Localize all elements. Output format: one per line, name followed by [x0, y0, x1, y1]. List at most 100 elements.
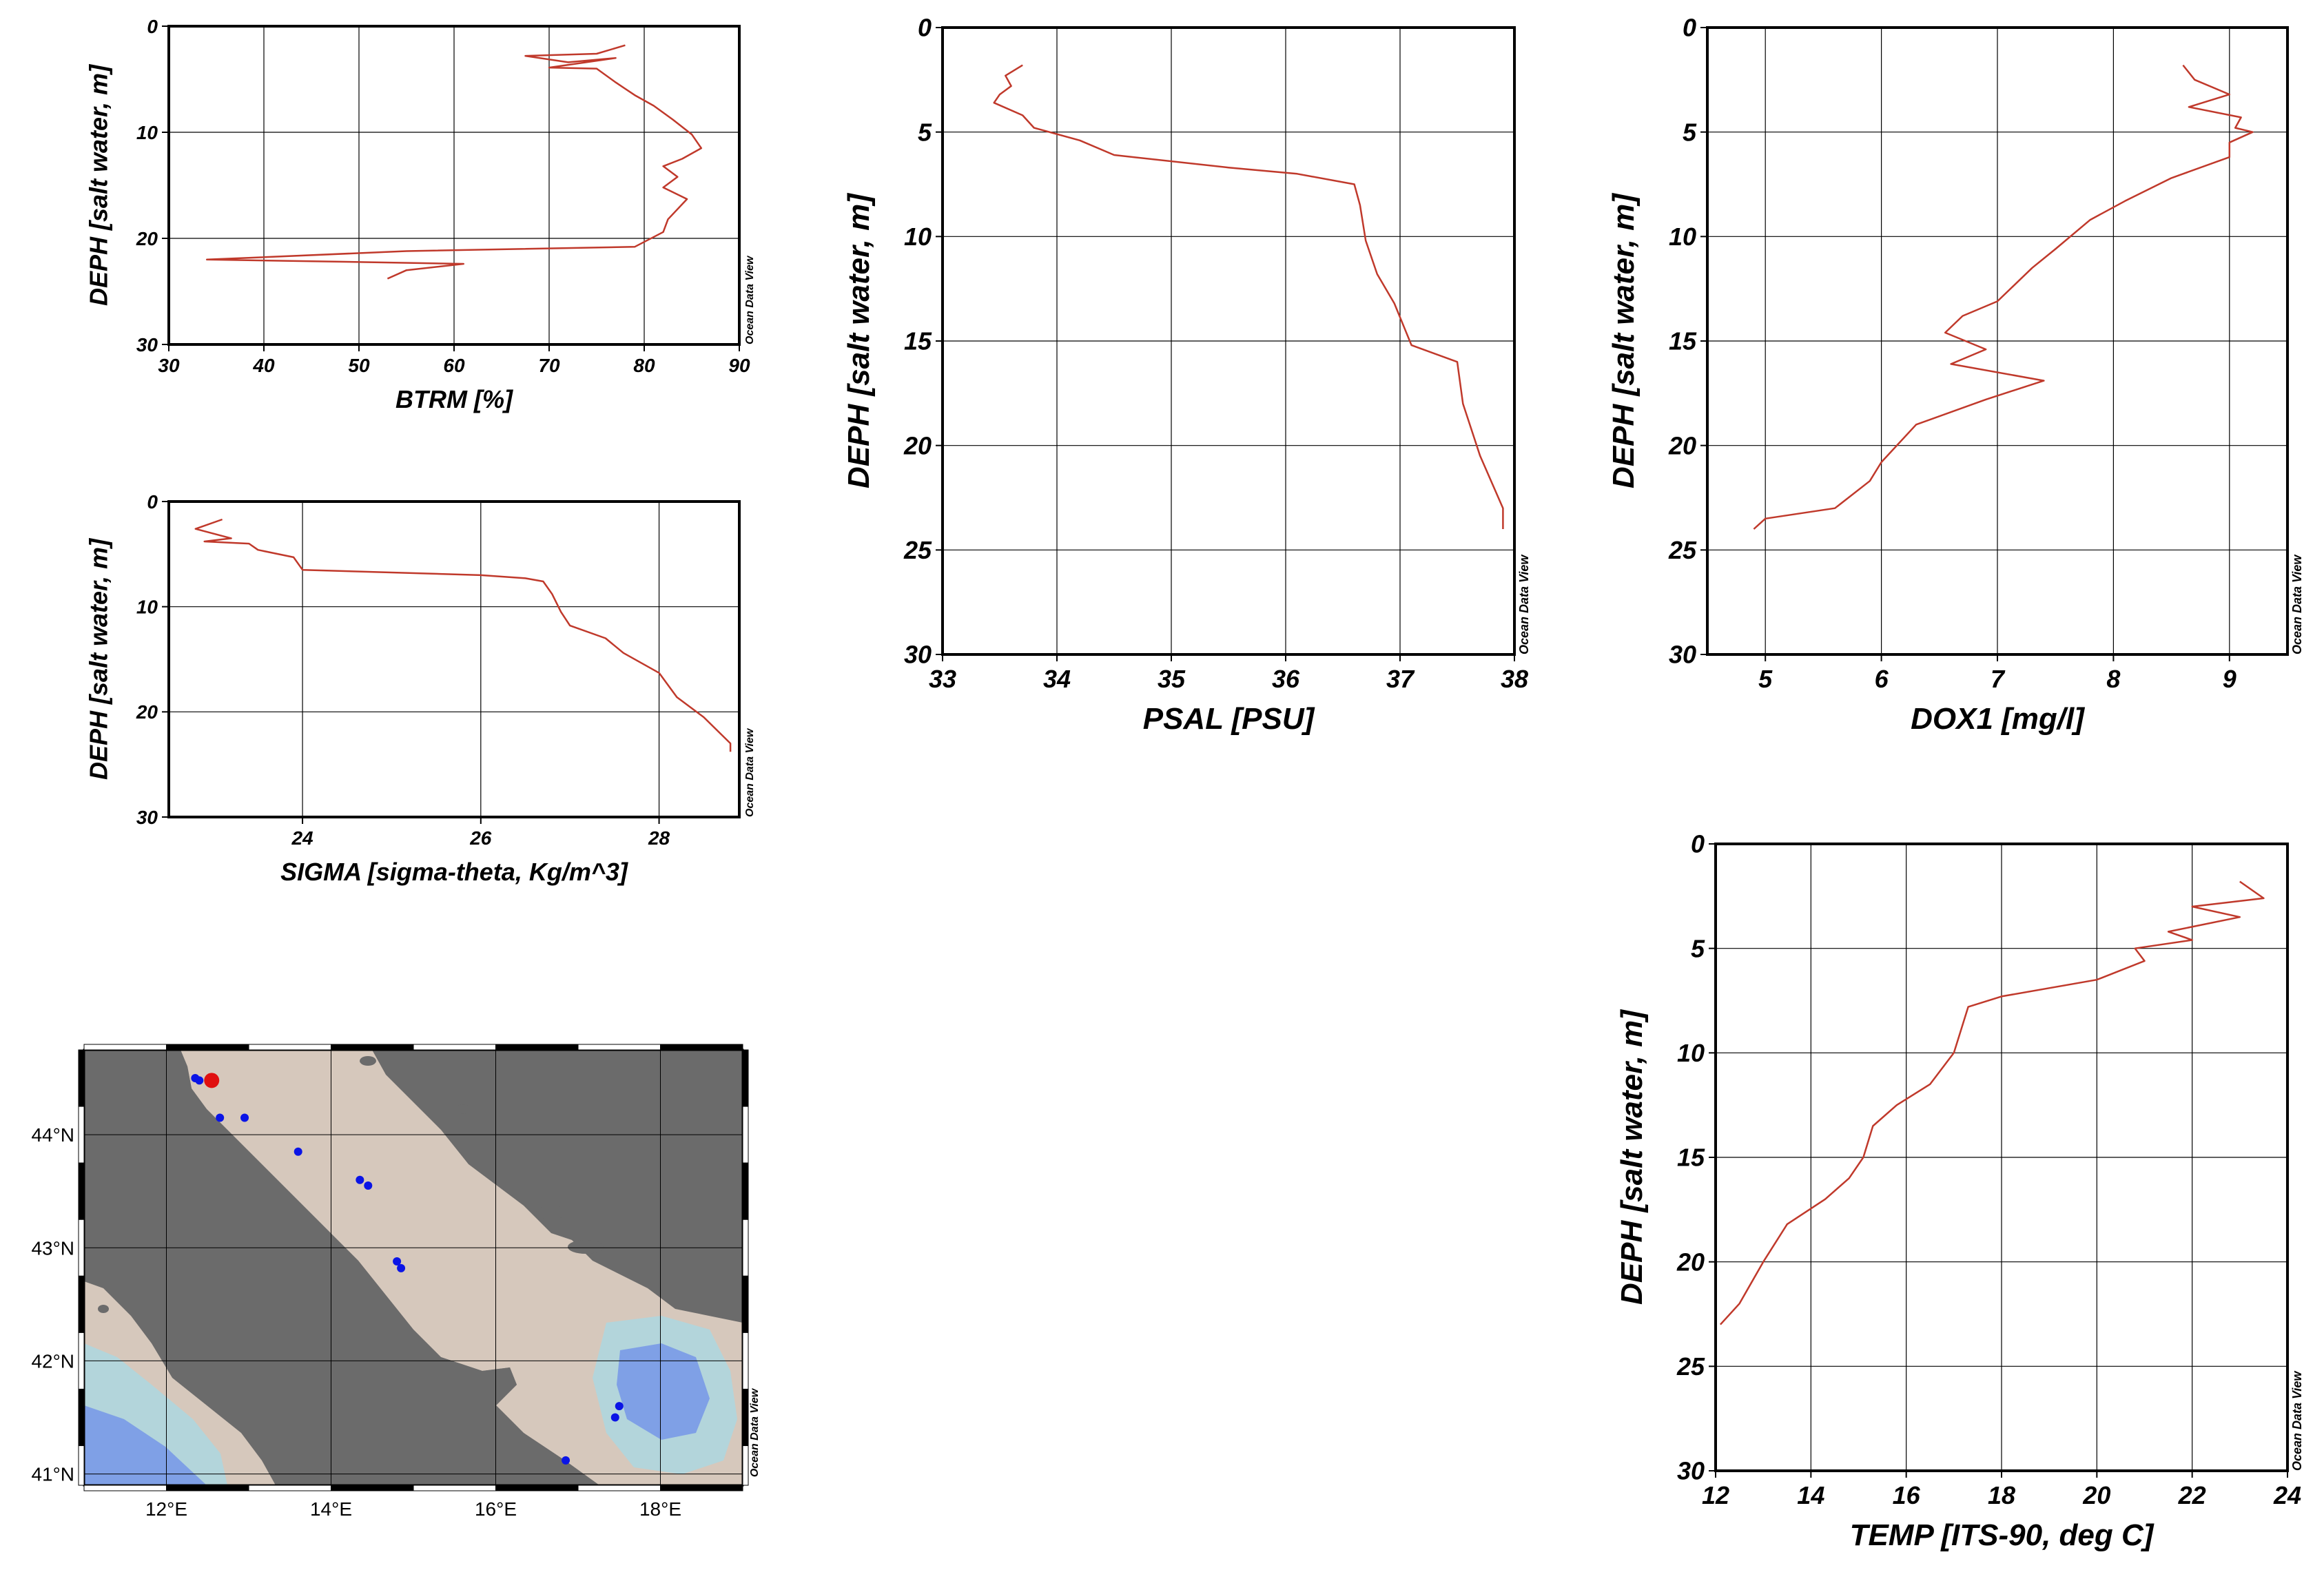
credit-map: Ocean Data View: [749, 1387, 761, 1477]
map-border-ticks: [78, 1044, 749, 1491]
tick-label-x: 38: [1501, 665, 1528, 693]
border-segment: [248, 1044, 331, 1051]
plot-frame: [1706, 26, 2289, 656]
border-segment: [78, 1388, 85, 1447]
tick-label-x: 37: [1386, 665, 1415, 693]
tick-label-x: 30: [158, 355, 180, 376]
tick-label-x: 40: [252, 355, 275, 376]
chart-psal: 33 34 35 36 37 38 0 5 10 15 20 25 30 PSAL [PSU] DEPH […: [842, 14, 1531, 736]
tick-label-y: 5: [1691, 934, 1705, 962]
x-axis-label: BTRM [%]: [395, 385, 513, 413]
tick-label-y: 15: [1677, 1144, 1705, 1172]
tick-label-y: 10: [1677, 1039, 1705, 1067]
tick-label-y: 30: [136, 807, 158, 828]
border-segment: [166, 1044, 249, 1051]
tick-label-y: 5: [918, 118, 932, 146]
border-segment: [83, 1044, 167, 1051]
map-lat-label: 44°N: [31, 1124, 74, 1146]
y-axis-label: DEPH [salt water, m]: [1615, 1009, 1649, 1305]
station-dot[interactable]: [610, 1413, 619, 1422]
map-island: [360, 1056, 376, 1066]
tick-label-y: 15: [904, 327, 932, 355]
tick-label-y: 30: [1677, 1457, 1705, 1485]
station-dot[interactable]: [356, 1175, 364, 1184]
station-dot[interactable]: [393, 1257, 402, 1266]
map-island: [536, 1206, 566, 1219]
tick-label-y: 0: [1683, 14, 1696, 42]
map-lat-label: 42°N: [31, 1350, 74, 1372]
tick-label-x: 35: [1158, 665, 1186, 693]
border-segment: [577, 1485, 661, 1491]
chart-dox1: 5 6 7 8 9 0 5 10 15 20 25 30 DOX1 [mg/l] DEPH [salt w…: [1607, 14, 2304, 736]
station-dot[interactable]: [364, 1181, 373, 1190]
map-lon-label: 12°E: [145, 1498, 187, 1520]
plot-frame: [1714, 843, 2289, 1472]
tick-label-x: 18: [1988, 1481, 2015, 1509]
station-dot[interactable]: [195, 1076, 204, 1085]
plot-frame: [167, 25, 741, 346]
tick-label-x: 24: [291, 827, 313, 849]
map-lon-label: 18°E: [639, 1498, 681, 1520]
station-dot[interactable]: [240, 1113, 249, 1122]
border-segment: [78, 1106, 85, 1164]
border-segment: [742, 1388, 749, 1447]
border-segment: [78, 1332, 85, 1390]
tick-label-x: 50: [348, 355, 370, 376]
map-island: [568, 1240, 604, 1254]
station-map: 12°E 14°E 16°E 18°E 44°N 43°N 42°N 41°N Ocean D…: [31, 1044, 761, 1520]
tick-label-x: 80: [633, 355, 655, 376]
border-segment: [83, 1485, 167, 1491]
border-segment: [78, 1162, 85, 1220]
tick-label-y: 20: [136, 701, 158, 723]
station-dot[interactable]: [562, 1456, 570, 1465]
tick-label-y: 20: [1668, 431, 1696, 459]
station-markers: [191, 1073, 624, 1465]
tick-label-x: 9: [2223, 665, 2236, 693]
border-segment: [78, 1445, 85, 1486]
tick-label-y: 10: [136, 122, 158, 143]
tick-label-y: 30: [904, 641, 932, 669]
x-axis-label: TEMP [ITS-90, deg C]: [1850, 1518, 2155, 1552]
border-segment: [742, 1332, 749, 1390]
profile-line: [1753, 64, 2254, 530]
tick-label-x: 28: [648, 827, 670, 849]
map-deepest-ionian: [617, 1343, 710, 1440]
tick-label-x: 8: [2106, 665, 2120, 693]
station-dot[interactable]: [397, 1263, 406, 1272]
x-axis-label: DOX1 [mg/l]: [1911, 702, 2085, 736]
border-segment: [742, 1162, 749, 1220]
station-dot[interactable]: [615, 1402, 624, 1411]
credit-label: Ocean Data View: [744, 727, 756, 817]
station-dot[interactable]: [216, 1113, 225, 1122]
tick-label-x: 16: [1893, 1481, 1921, 1509]
tick-label-y: 0: [918, 14, 932, 42]
tick-label-y: 20: [903, 431, 932, 459]
map-deepest-tyrrhenian: [84, 1405, 207, 1485]
tick-label-y: 25: [1676, 1352, 1705, 1381]
tick-label-x: 14: [1797, 1481, 1824, 1509]
tick-label-y: 5: [1683, 118, 1697, 146]
station-dot[interactable]: [294, 1147, 302, 1156]
chart-temp: 12 14 16 18 20 22 24 0 5 10 15 20 25 30 TEMP [ITS-90, …: [1615, 830, 2304, 1552]
border-segment: [742, 1445, 749, 1486]
tick-label-x: 60: [443, 355, 465, 376]
border-segment: [495, 1485, 579, 1491]
tick-label-x: 24: [2273, 1481, 2301, 1509]
tick-label-x: 7: [1991, 665, 2006, 693]
map-lat-label: 41°N: [31, 1464, 74, 1485]
credit-label: Ocean Data View: [2290, 555, 2304, 654]
tick-label-x: 22: [2178, 1481, 2206, 1509]
credit-label: Ocean Data View: [744, 255, 756, 344]
tick-label-x: 33: [929, 665, 956, 693]
selected-station-dot[interactable]: [204, 1073, 220, 1088]
tick-label-y: 0: [147, 16, 158, 37]
border-segment: [331, 1044, 414, 1051]
tick-label-y: 20: [136, 228, 158, 249]
tick-label-y: 10: [1669, 223, 1696, 251]
border-segment: [413, 1044, 496, 1051]
tick-label-y: 15: [1669, 327, 1697, 355]
y-axis-label: DEPH [salt water, m]: [84, 538, 112, 780]
credit-label: Ocean Data View: [1517, 555, 1531, 654]
